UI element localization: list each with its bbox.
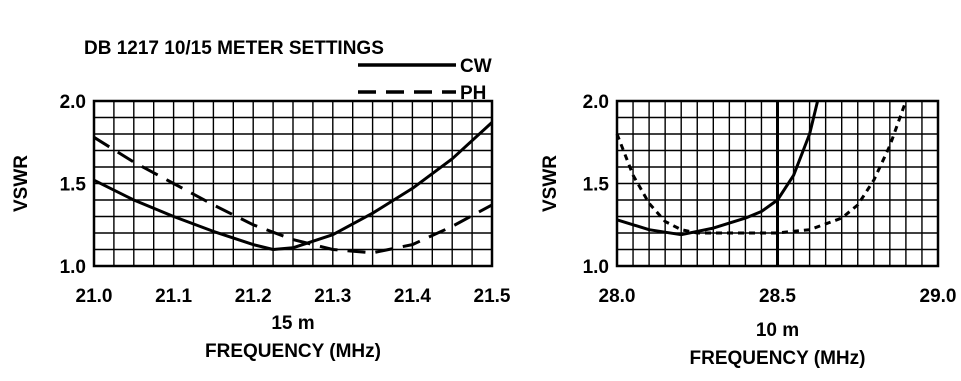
chart-title: DB 1217 10/15 METER SETTINGS (84, 38, 384, 59)
x-tick-label: 28.5 (759, 286, 796, 307)
chart-10m: 28.0 28.5 29.0 1.0 1.5 2.0 VSWR 10 m FREQUENCY (… (540, 92, 956, 369)
band-label: 10 m (756, 320, 799, 341)
series-line-ph (615, 100, 908, 235)
x-tick-label: 29.0 (920, 286, 957, 307)
x-tick-label: 21.3 (314, 286, 351, 307)
y-tick-label: 1.0 (60, 257, 86, 278)
x-tick-label: 28.0 (599, 286, 636, 307)
x-axis-label: FREQUENCY (MHz) (690, 348, 866, 369)
chart-15m: 21.0 21.1 21.2 21.3 21.4 21.5 1.0 1.5 2.0 VSWR 15 … (11, 92, 511, 362)
y-tick-label: 2.0 (583, 92, 609, 113)
y-axis-label: VSWR (540, 155, 561, 212)
y-tick-label: 2.0 (60, 92, 86, 113)
series-line-cw (616, 100, 820, 237)
legend-label-ph: PH (460, 83, 486, 104)
plot-frame (615, 99, 940, 268)
series-line-cw (93, 121, 494, 251)
x-tick-label: 21.1 (155, 286, 192, 307)
band-label: 15 m (271, 313, 314, 334)
legend: CW PH (358, 56, 492, 104)
series-line-ph (93, 136, 493, 255)
y-tick-label: 1.5 (60, 175, 87, 196)
x-tick-label: 21.0 (76, 286, 113, 307)
x-tick-label: 21.5 (474, 286, 511, 307)
x-axis-label: FREQUENCY (MHz) (205, 341, 381, 362)
y-tick-label: 1.0 (583, 257, 609, 278)
x-tick-label: 21.2 (235, 286, 272, 307)
plot-frame (92, 99, 494, 268)
x-tick-label: 21.4 (394, 286, 431, 307)
y-axis-label: VSWR (11, 155, 32, 212)
y-tick-label: 1.5 (583, 175, 610, 196)
legend-label-cw: CW (460, 56, 492, 77)
